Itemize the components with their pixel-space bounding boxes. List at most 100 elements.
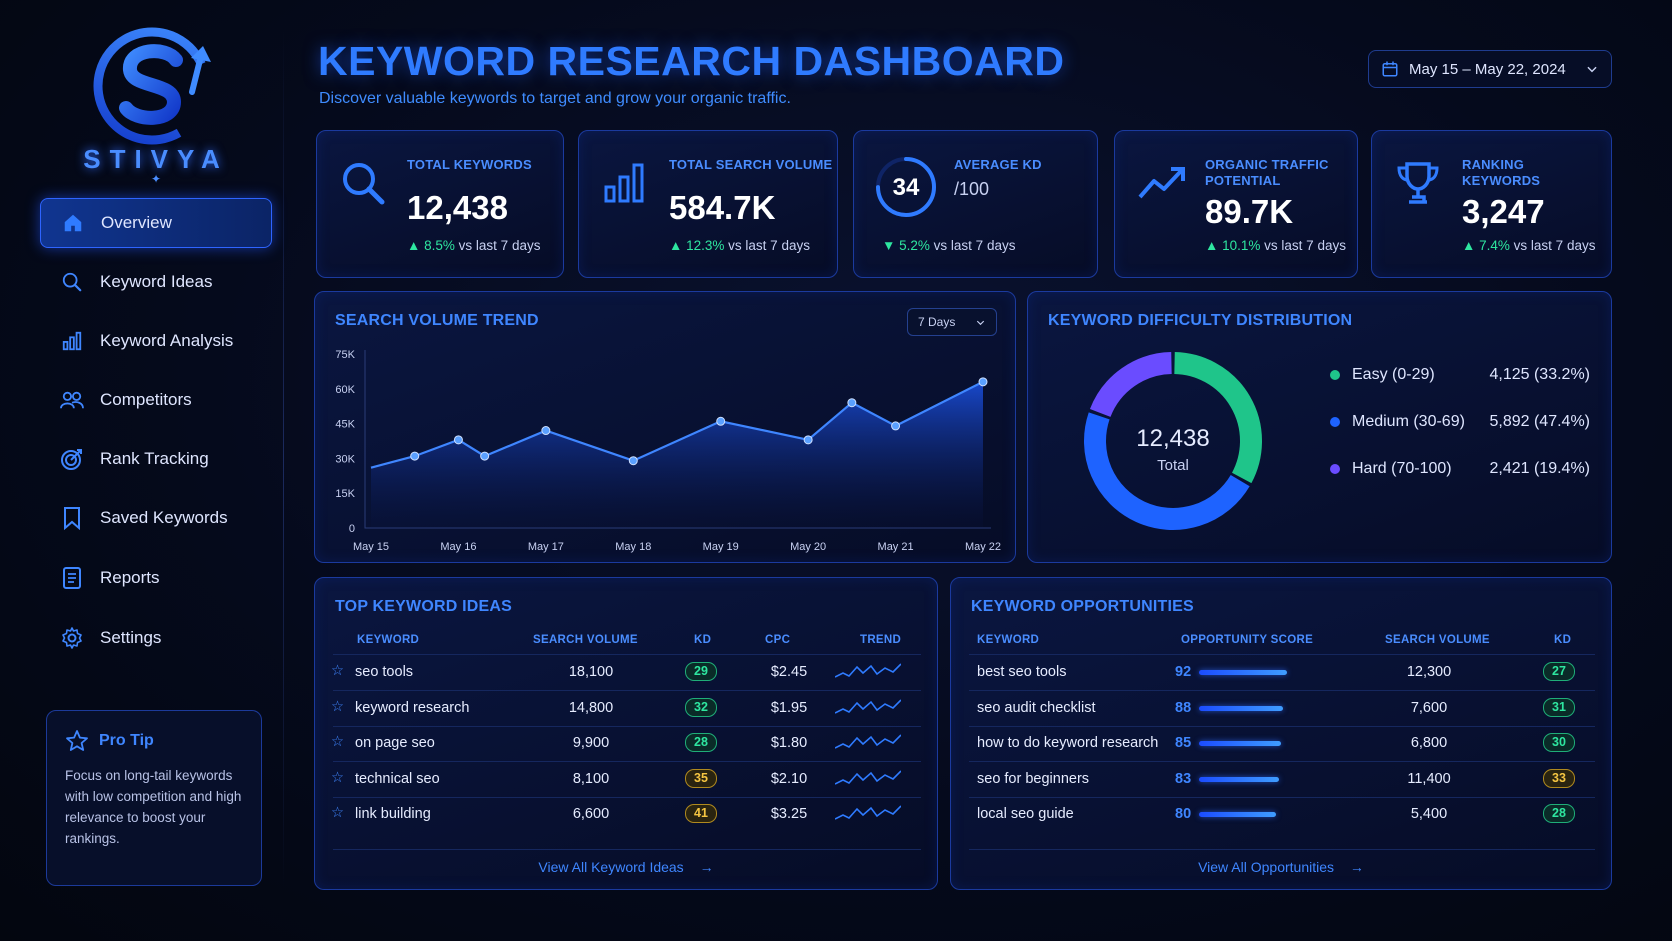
- table-row[interactable]: best seo tools 92 12,300 27: [969, 655, 1595, 689]
- row-divider: [969, 796, 1595, 798]
- kpi-total-search-volume: TOTAL SEARCH VOLUME 584.7K ▲ 12.3% vs la…: [578, 130, 838, 278]
- panel-title: KEYWORD DIFFICULTY DISTRIBUTION: [1048, 312, 1353, 329]
- kd-badge: 41: [685, 804, 717, 823]
- row-divider: [333, 725, 921, 727]
- arrow-right-icon: →: [1349, 859, 1364, 875]
- kpi-delta-value: 10.1%: [1222, 238, 1261, 253]
- star-icon[interactable]: ☆: [331, 769, 344, 786]
- table-row[interactable]: ☆ keyword research 14,800 32 $1.95: [331, 691, 921, 725]
- table-row[interactable]: ☆ link building 6,600 41 $3.25: [331, 797, 921, 831]
- nav-keyword-ideas[interactable]: Keyword Ideas: [40, 257, 272, 307]
- star-icon[interactable]: ☆: [331, 698, 344, 715]
- trend-point: [803, 435, 813, 445]
- table-row[interactable]: ☆ seo tools 18,100 29 $2.45: [331, 655, 921, 689]
- view-all-keyword-ideas-link[interactable]: View All Keyword Ideas →: [315, 859, 937, 875]
- trend-up-icon: [1137, 159, 1187, 212]
- kpi-total-keywords: TOTAL KEYWORDS 12,438 ▲ 8.5% vs last 7 d…: [316, 130, 564, 278]
- column-header: KD: [694, 634, 712, 646]
- x-tick-label: May 17: [528, 541, 564, 553]
- keyword-cell: how to do keyword research: [977, 735, 1159, 751]
- home-icon: [61, 211, 85, 235]
- kpi-delta: ▲ 7.4% vs last 7 days: [1462, 238, 1595, 253]
- keyword-cell: best seo tools: [977, 664, 1067, 680]
- table-row[interactable]: how to do keyword research 85 6,800 30: [969, 726, 1595, 760]
- trend-sparkline: [835, 769, 901, 785]
- panel-title: TOP KEYWORD IDEAS: [335, 598, 513, 615]
- panel-title: KEYWORD OPPORTUNITIES: [971, 598, 1194, 615]
- keyword-cell: technical seo: [355, 770, 440, 787]
- y-tick-label: 45K: [335, 419, 355, 431]
- nav-label: Settings: [100, 628, 162, 647]
- volume-cell: 14,800: [568, 699, 614, 716]
- x-tick-label: May 18: [615, 541, 651, 553]
- kpi-compare: vs last 7 days: [1513, 238, 1596, 253]
- nav-saved-keywords[interactable]: Saved Keywords: [40, 493, 272, 543]
- trend-sparkline: [835, 805, 901, 820]
- table-row[interactable]: seo for beginners 83 11,400 33: [969, 762, 1595, 796]
- donut-slice: [1089, 352, 1173, 418]
- keyword-cell: on page seo: [355, 735, 435, 751]
- nav-reports[interactable]: Reports: [40, 553, 272, 603]
- volume-cell: 18,100: [568, 664, 614, 680]
- chevron-down-icon: [1587, 66, 1597, 73]
- nav-overview[interactable]: Overview: [40, 198, 272, 248]
- row-divider: [333, 796, 921, 798]
- trend-sparkline: [835, 734, 901, 749]
- target-icon: [60, 447, 84, 471]
- gear-icon: [60, 626, 84, 650]
- row-divider: [333, 690, 921, 691]
- trend-sparkline: [835, 663, 901, 678]
- cpc-cell: $3.25: [770, 806, 808, 822]
- row-divider: [333, 761, 921, 762]
- cpc-cell: $1.95: [770, 699, 808, 716]
- column-header: SEARCH VOLUME: [533, 634, 638, 646]
- trend-sparkline: [835, 698, 901, 714]
- table-row[interactable]: local seo guide 80 5,400 28: [969, 797, 1595, 831]
- volume-cell: 8,100: [572, 770, 610, 787]
- range-select[interactable]: 7 Days: [907, 308, 997, 336]
- header-divider: [333, 654, 921, 655]
- cpc-cell: $2.45: [770, 664, 808, 680]
- kpi-delta-value: 8.5%: [424, 238, 455, 253]
- legend-easy: Easy (0-29) 4,125 (33.2%): [1330, 366, 1590, 384]
- kpi-label: TOTAL KEYWORDS: [407, 157, 532, 172]
- keyword-cell: seo audit checklist: [977, 699, 1096, 716]
- arrow-right-icon: →: [699, 859, 714, 875]
- table-row[interactable]: seo audit checklist 88 7,600 31: [969, 691, 1595, 725]
- nav-label: Keyword Analysis: [100, 331, 234, 350]
- legend-label: Easy (0-29): [1352, 366, 1435, 383]
- kpi-compare: vs last 7 days: [933, 238, 1016, 253]
- bar-chart-icon: [60, 329, 84, 353]
- view-all-opportunities-link[interactable]: View All Opportunities →: [951, 859, 1611, 875]
- trend-point: [410, 451, 420, 461]
- nav-keyword-analysis[interactable]: Keyword Analysis: [40, 316, 272, 366]
- divider: [969, 849, 1595, 850]
- legend-label: Medium (30-69): [1352, 413, 1465, 430]
- table-row[interactable]: ☆ on page seo 9,900 28 $1.80: [331, 726, 921, 760]
- nav-rank-tracking[interactable]: Rank Tracking: [40, 434, 272, 484]
- brand-logo: [88, 22, 224, 146]
- table-row[interactable]: ☆ technical seo 8,100 35 $2.10: [331, 762, 921, 796]
- nav-competitors[interactable]: Competitors: [40, 375, 272, 425]
- legend-value: 2,421 (19.4%): [1489, 460, 1590, 477]
- kpi-delta: ▲ 8.5% vs last 7 days: [407, 238, 540, 253]
- trend-point: [978, 377, 988, 387]
- opportunity-score: 92: [1175, 664, 1192, 680]
- calendar-icon: [1382, 61, 1398, 77]
- star-icon[interactable]: ☆: [331, 663, 344, 679]
- page-subtitle: Discover valuable keywords to target and…: [319, 90, 791, 107]
- kpi-delta-value: 7.4%: [1479, 238, 1510, 253]
- kd-badge: 30: [1543, 733, 1575, 752]
- nav-settings[interactable]: Settings: [40, 613, 272, 663]
- star-icon[interactable]: ☆: [331, 734, 344, 750]
- users-icon: [60, 388, 84, 412]
- keyword-cell: link building: [355, 806, 431, 822]
- kd-badge: 28: [685, 733, 717, 752]
- column-header: TREND: [860, 634, 902, 646]
- kpi-delta: ▲ 12.3% vs last 7 days: [669, 238, 810, 253]
- trend-point: [628, 456, 638, 466]
- star-icon[interactable]: ☆: [331, 805, 344, 821]
- date-range-picker[interactable]: May 15 – May 22, 2024: [1368, 50, 1612, 88]
- volume-cell: 7,600: [1410, 699, 1448, 716]
- arrow-down-icon: ▼: [882, 238, 900, 253]
